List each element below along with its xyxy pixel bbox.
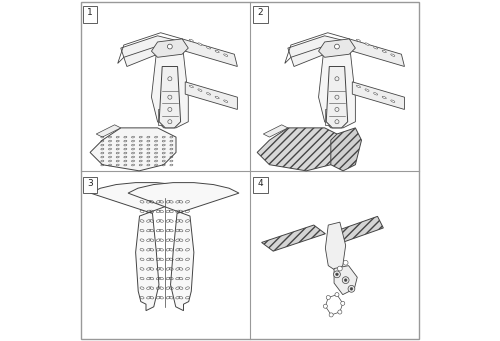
Circle shape: [168, 120, 172, 124]
Polygon shape: [257, 128, 343, 171]
Circle shape: [344, 279, 347, 282]
Circle shape: [168, 44, 172, 49]
Ellipse shape: [356, 39, 360, 42]
Polygon shape: [262, 225, 326, 251]
Polygon shape: [128, 183, 239, 311]
Circle shape: [334, 271, 340, 278]
Polygon shape: [121, 36, 182, 66]
Circle shape: [335, 107, 339, 112]
Circle shape: [329, 313, 333, 317]
Ellipse shape: [374, 93, 378, 95]
Ellipse shape: [198, 43, 202, 45]
Polygon shape: [158, 109, 170, 125]
Ellipse shape: [190, 85, 194, 88]
Text: 2: 2: [258, 9, 264, 17]
Polygon shape: [318, 42, 356, 128]
Circle shape: [350, 287, 353, 290]
Polygon shape: [318, 39, 356, 57]
Text: 3: 3: [87, 179, 93, 188]
Circle shape: [344, 261, 348, 265]
Circle shape: [326, 295, 330, 300]
Ellipse shape: [215, 96, 219, 99]
Circle shape: [334, 44, 340, 49]
Ellipse shape: [224, 54, 228, 56]
Circle shape: [348, 285, 355, 292]
Ellipse shape: [206, 93, 210, 95]
Circle shape: [342, 277, 349, 284]
Ellipse shape: [382, 50, 386, 53]
Circle shape: [338, 310, 342, 314]
Circle shape: [324, 304, 328, 308]
FancyBboxPatch shape: [254, 6, 268, 23]
Polygon shape: [326, 222, 345, 271]
Polygon shape: [349, 39, 405, 66]
Circle shape: [168, 77, 172, 81]
Polygon shape: [90, 128, 176, 171]
Polygon shape: [264, 125, 288, 137]
Circle shape: [335, 95, 339, 99]
Circle shape: [338, 266, 342, 271]
Polygon shape: [328, 217, 384, 246]
Circle shape: [168, 107, 172, 112]
Polygon shape: [288, 36, 349, 66]
Text: 1: 1: [87, 9, 93, 17]
Polygon shape: [90, 183, 202, 311]
Text: 4: 4: [258, 179, 264, 188]
Polygon shape: [185, 82, 238, 109]
Ellipse shape: [365, 89, 369, 91]
Ellipse shape: [382, 96, 386, 99]
Circle shape: [168, 95, 172, 99]
Polygon shape: [334, 266, 357, 295]
Ellipse shape: [365, 43, 369, 45]
Polygon shape: [324, 109, 337, 125]
Circle shape: [336, 273, 338, 276]
Ellipse shape: [206, 47, 210, 49]
Polygon shape: [96, 125, 121, 137]
Ellipse shape: [374, 47, 378, 49]
Ellipse shape: [198, 89, 202, 91]
Polygon shape: [159, 66, 180, 128]
Ellipse shape: [215, 50, 219, 53]
FancyBboxPatch shape: [83, 6, 97, 23]
Circle shape: [335, 120, 339, 124]
Circle shape: [335, 293, 339, 297]
Ellipse shape: [224, 100, 228, 102]
Polygon shape: [152, 39, 188, 57]
Polygon shape: [331, 128, 362, 171]
Polygon shape: [182, 39, 238, 66]
Ellipse shape: [356, 85, 360, 88]
Ellipse shape: [190, 39, 194, 42]
Polygon shape: [152, 42, 188, 128]
Ellipse shape: [391, 54, 395, 56]
Circle shape: [335, 77, 339, 81]
Polygon shape: [326, 66, 347, 128]
Circle shape: [340, 301, 345, 306]
FancyBboxPatch shape: [254, 177, 268, 193]
Ellipse shape: [391, 100, 395, 102]
Polygon shape: [352, 82, 405, 109]
FancyBboxPatch shape: [83, 177, 97, 193]
